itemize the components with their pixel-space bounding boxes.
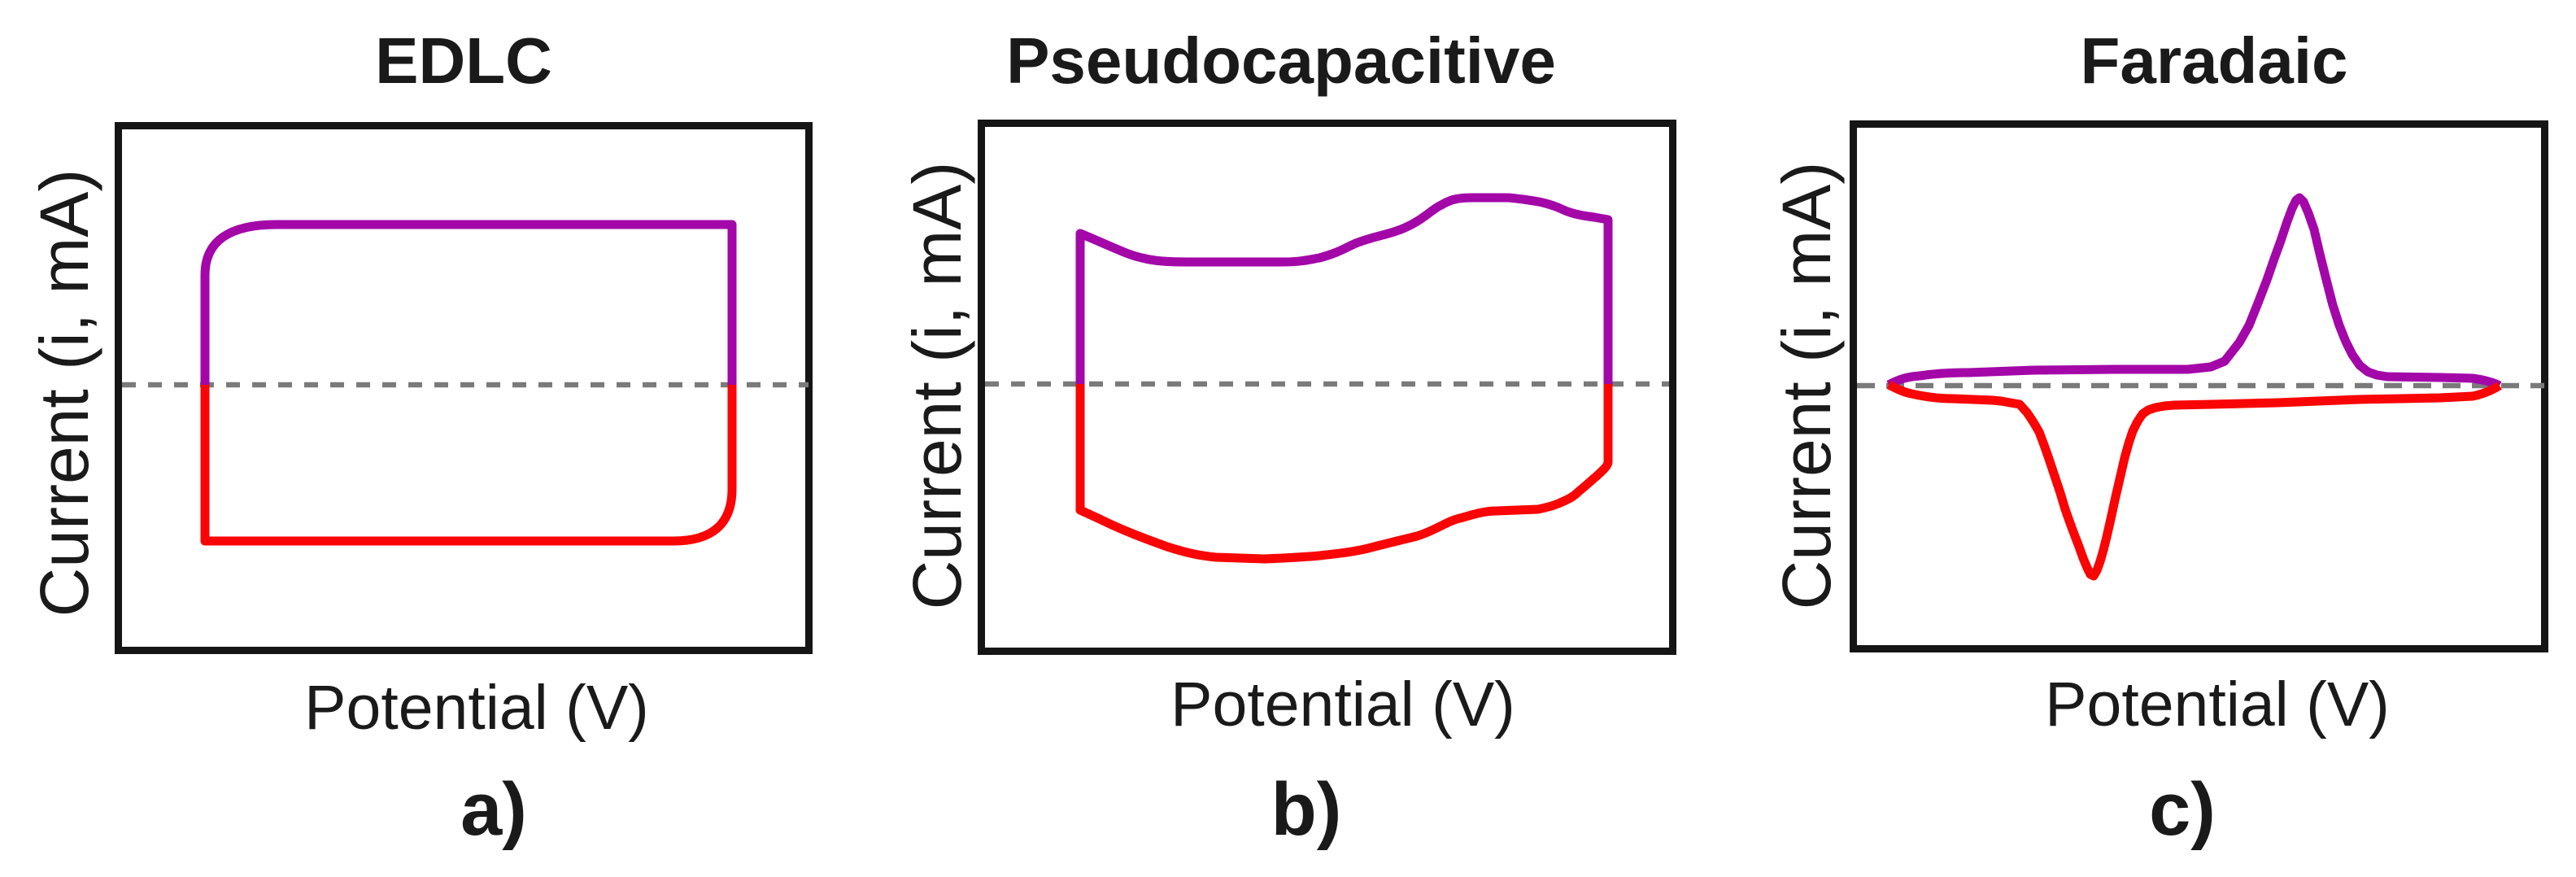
svg-text:Current (i, mA): Current (i, mA) bbox=[899, 162, 975, 610]
svg-text:Potential (V): Potential (V) bbox=[304, 673, 649, 743]
svg-text:a): a) bbox=[460, 768, 527, 851]
svg-text:Potential (V): Potential (V) bbox=[1170, 670, 1515, 740]
svg-text:Potential (V): Potential (V) bbox=[2045, 670, 2390, 740]
svg-text:c): c) bbox=[2149, 768, 2216, 851]
svg-text:Current (i, mA): Current (i, mA) bbox=[1768, 162, 1845, 610]
svg-text:Faradaic: Faradaic bbox=[2080, 24, 2347, 97]
svg-text:b): b) bbox=[1271, 768, 1342, 851]
svg-text:Pseudocapacitive: Pseudocapacitive bbox=[1006, 24, 1556, 97]
svg-text:EDLC: EDLC bbox=[375, 24, 552, 97]
svg-text:Current (i, mA): Current (i, mA) bbox=[26, 169, 102, 617]
